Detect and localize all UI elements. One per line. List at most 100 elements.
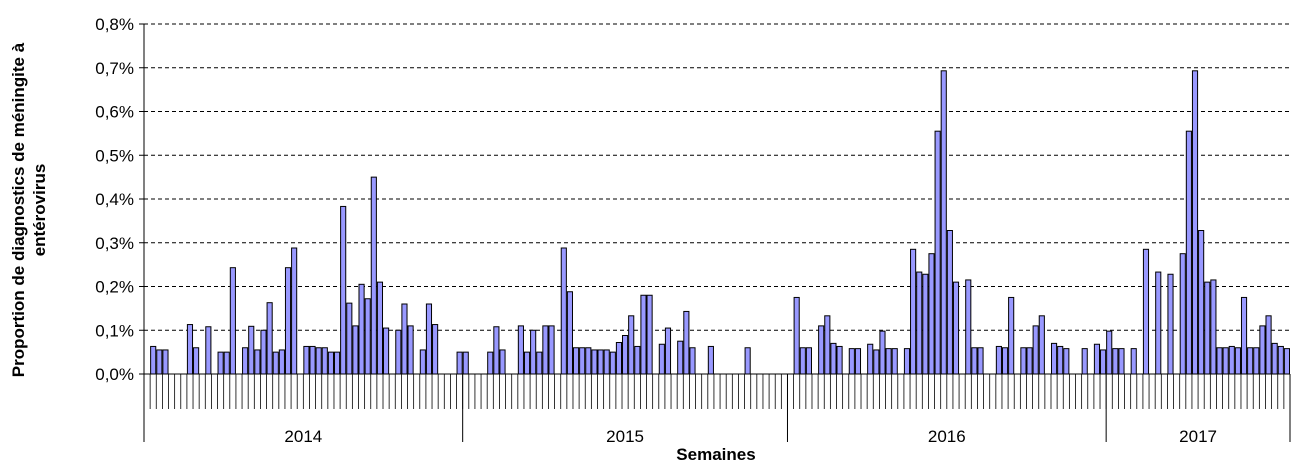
bar <box>487 351 494 375</box>
bar <box>1155 271 1162 375</box>
bar <box>597 349 604 375</box>
y-tick-label: 0,5% <box>95 146 134 165</box>
bar <box>542 325 549 375</box>
bar <box>609 351 616 375</box>
bar <box>793 296 800 375</box>
bar <box>346 302 353 375</box>
bars <box>150 70 1290 375</box>
bar <box>916 271 923 375</box>
bar <box>579 347 586 375</box>
bar <box>634 345 641 375</box>
bar <box>321 347 328 375</box>
bar <box>150 345 157 375</box>
bar <box>401 303 408 375</box>
y-tick-label: 0,4% <box>95 190 134 209</box>
bar <box>995 345 1002 375</box>
bar <box>376 281 384 375</box>
y-axis-title-line1: Proportion de diagnostics de méningite à <box>9 42 28 377</box>
bar <box>603 349 610 375</box>
bar <box>291 247 298 375</box>
bar <box>1271 342 1278 375</box>
y-tick-label: 0,6% <box>95 103 134 122</box>
bar <box>530 329 537 375</box>
x-axis-title: Semaines <box>676 445 755 464</box>
gridlines <box>144 23 1290 331</box>
bar <box>885 348 892 375</box>
bar <box>622 335 629 375</box>
bar <box>744 347 751 375</box>
bar <box>186 324 194 375</box>
bar <box>395 329 402 375</box>
bar <box>854 348 862 375</box>
bar <box>327 351 334 375</box>
bar <box>677 340 684 375</box>
bar <box>1247 347 1254 375</box>
bar <box>383 327 390 375</box>
y-axis-ticks: 0,0% 0,1% 0,2% 0,3% 0,4% 0,5% 0,6% 0,7% 0,8% <box>95 15 144 384</box>
bar <box>493 326 500 375</box>
bar <box>1179 253 1186 375</box>
bar <box>358 283 365 375</box>
bar <box>585 347 592 375</box>
bar <box>364 298 371 375</box>
bar <box>499 349 506 375</box>
bar <box>523 351 531 375</box>
bar <box>333 351 341 375</box>
bar <box>934 130 941 375</box>
bar <box>1228 345 1235 375</box>
bar <box>1210 279 1217 375</box>
bar <box>1283 348 1290 375</box>
bar <box>971 347 978 375</box>
bar <box>425 303 433 375</box>
bar <box>309 345 316 375</box>
bar <box>205 326 212 375</box>
bar <box>1032 325 1039 375</box>
bar <box>940 70 947 375</box>
bar <box>242 347 249 375</box>
bar <box>1185 130 1192 375</box>
y-axis-title-line2: entérovirus <box>30 164 49 257</box>
bar <box>1234 347 1241 375</box>
bar <box>1198 230 1205 375</box>
bar <box>928 253 935 375</box>
y-tick-label: 0,7% <box>95 59 134 78</box>
bar <box>1118 348 1125 375</box>
bar <box>707 345 714 375</box>
y-tick-label: 0,2% <box>95 278 134 297</box>
bar <box>848 348 855 375</box>
bar <box>628 315 635 375</box>
bar <box>1063 348 1070 375</box>
bar <box>664 327 672 375</box>
bar <box>591 349 598 375</box>
bar <box>254 349 261 375</box>
bar <box>1057 345 1064 375</box>
bar <box>1204 281 1211 375</box>
year-label: 2016 <box>928 427 966 446</box>
bar <box>1167 273 1174 375</box>
bar <box>229 267 236 375</box>
year-label: 2015 <box>606 427 644 446</box>
bar <box>1130 348 1137 375</box>
bar <box>658 343 665 375</box>
bar <box>260 329 267 375</box>
bar <box>891 348 898 375</box>
bar <box>223 351 230 375</box>
y-tick-label: 0,0% <box>95 365 134 384</box>
y-tick-label: 0,1% <box>95 321 134 340</box>
bar <box>867 343 874 375</box>
bar <box>536 351 543 375</box>
bar <box>560 247 567 375</box>
bar <box>836 345 843 375</box>
bar <box>946 230 953 375</box>
bar <box>340 205 347 375</box>
bar <box>640 294 647 375</box>
bar <box>548 325 555 375</box>
bar <box>462 351 469 375</box>
bar <box>517 325 524 375</box>
axes <box>143 24 1290 442</box>
bar <box>1222 347 1229 375</box>
bar <box>248 325 255 375</box>
bar <box>456 351 463 375</box>
bar <box>1026 347 1033 375</box>
